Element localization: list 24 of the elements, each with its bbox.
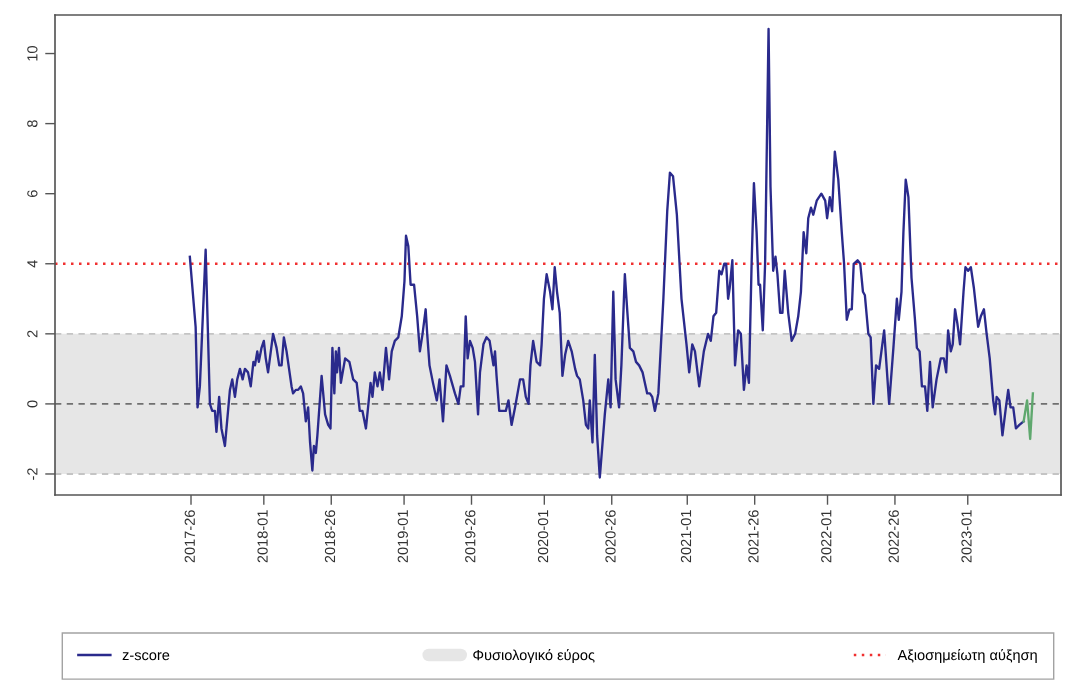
y-tick-label: 10 (27, 46, 38, 61)
y-tick-label: 8 (27, 120, 38, 128)
legend-label: Αξιοσημείωτη αύξηση (897, 649, 1037, 664)
x-tick-label: 2020-26 (605, 510, 616, 563)
x-tick-label: 2021-26 (748, 510, 759, 563)
x-tick-label: 2018-01 (257, 510, 268, 563)
x-tick-label: 2017-26 (184, 510, 195, 563)
y-tick-label: 6 (27, 190, 38, 197)
x-tick-label: 2019-26 (465, 510, 476, 563)
x-tick-label: 2022-26 (888, 510, 899, 563)
y-tick-label: 0 (27, 400, 38, 408)
x-tick-label: 2023-01 (961, 510, 972, 563)
y-tick-label: 2 (27, 330, 38, 338)
line-series (188, 27, 1025, 479)
x-tick-label: 2018-26 (324, 510, 336, 563)
legend-label: Φυσιολογικό εύρος (473, 649, 595, 664)
x-tick-label: 2019-01 (397, 510, 408, 563)
legend-label: z-score (122, 652, 170, 661)
x-tick-label: 2020-01 (537, 510, 549, 563)
y-tick-label: -2 (27, 468, 38, 480)
x-tick-label: 2022-01 (821, 510, 832, 563)
x-tick-label: 2021-01 (680, 510, 692, 563)
line-series (1022, 392, 1035, 441)
y-tick-label: 4 (27, 260, 38, 268)
